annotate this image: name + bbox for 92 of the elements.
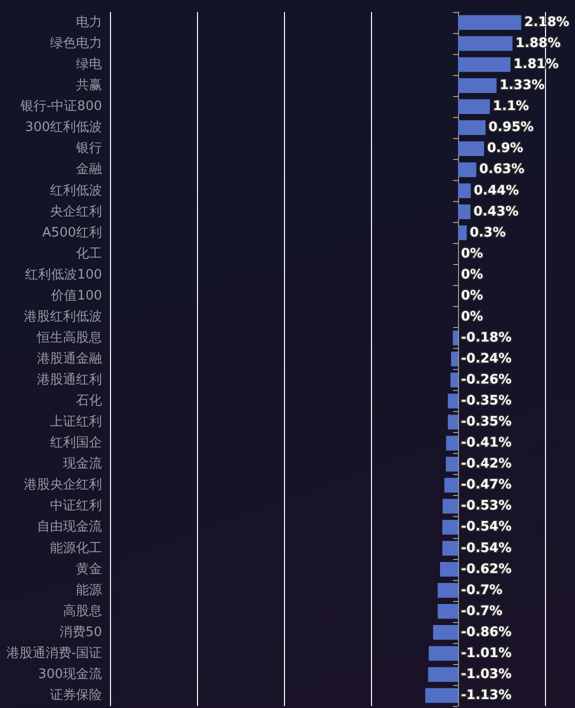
y-tick-label: 红利低波100 [25,267,102,282]
y-tick-label: 电力 [76,15,102,30]
bar [440,562,458,577]
data-label: -0.62% [461,562,512,577]
bar [446,456,458,472]
bar [458,36,513,51]
bar [433,625,458,640]
data-label: -0.7% [461,582,502,598]
y-tick-label: 300现金流 [38,666,102,682]
y-tick-label: 化工 [76,246,102,262]
bar [442,540,458,556]
bar [458,225,467,240]
y-tick-label: A500红利 [42,225,102,240]
bar [458,120,486,136]
y-tick-label: 港股红利低波 [24,309,102,324]
data-label: -0.86% [461,624,512,640]
y-tick-label: 央企红利 [50,204,102,220]
y-tick-label: 港股通消费-国证 [6,646,102,661]
bar [458,99,490,114]
data-label: -0.42% [461,456,512,472]
y-tick-label: 价值100 [50,288,102,304]
data-label: -0.54% [461,540,512,556]
y-tick-label: 高股息 [63,602,102,619]
bar [448,414,458,430]
data-label: -1.01% [461,646,512,661]
y-tick-label: 港股通金融 [37,352,102,366]
bar [428,667,458,682]
bar [438,604,458,619]
y-tick-label: 红利国企 [50,436,102,451]
data-label: -0.26% [461,372,512,388]
data-label: -0.53% [461,498,512,514]
bar [452,330,458,346]
data-label: -0.35% [461,394,512,409]
data-label: 0% [461,267,484,282]
data-label: -1.13% [461,688,512,703]
bar [458,204,470,220]
y-tick-label: 石化 [76,394,102,409]
data-label: -0.47% [461,478,512,493]
data-label: -0.7% [461,604,502,619]
y-tick-label: 港股央企红利 [24,478,102,493]
data-label: 1.33% [500,78,545,94]
data-label: 0% [461,246,484,262]
bar [458,57,510,72]
bar [425,688,458,703]
y-tick-label: 现金流 [63,456,102,472]
y-tick-label: 消费50 [59,624,102,640]
data-label: 1.1% [492,99,529,114]
bar [458,78,497,93]
y-tick-label: 金融 [76,162,102,178]
bar [450,372,458,388]
data-label: 0.63% [479,162,524,178]
data-label: -0.54% [461,520,512,535]
y-tick-label: 港股通红利 [37,372,102,388]
y-tick-label: 银行-中证800 [19,99,102,114]
data-label: -0.18% [461,330,512,346]
data-label: -0.24% [461,352,512,366]
y-tick-label: 红利低波 [50,183,102,198]
y-tick-label: 中证红利 [50,498,102,514]
y-tick-label: 上证红利 [50,414,102,430]
bar [451,352,458,366]
y-tick-label: 银行 [75,141,102,156]
data-label: 0% [461,288,484,304]
data-label: 0% [461,309,484,324]
bar [442,520,458,535]
y-tick-label: 黄金 [76,562,102,577]
data-label: 0.9% [487,141,524,156]
data-label: -0.35% [461,414,512,430]
y-tick-label: 共赢 [76,78,102,94]
bar [458,183,471,198]
data-label: 0.44% [474,183,519,198]
data-label: 0.95% [488,120,534,136]
data-label: 0.3% [470,225,506,240]
y-tick-label: 恒生高股息 [36,329,102,346]
bar [458,162,476,178]
y-tick-label: 300红利低波 [25,120,102,136]
data-label: 0.43% [473,204,519,220]
bar [444,478,458,493]
bar [448,394,458,408]
y-tick-label: 自由现金流 [37,518,102,535]
bar [458,141,484,156]
bar [446,436,458,450]
y-tick-label: 能源化工 [50,540,102,556]
bar [428,646,458,661]
y-tick-label: 绿色电力 [50,36,102,52]
y-tick-label: 能源 [76,582,102,598]
data-label: -1.03% [461,666,512,682]
y-tick-label: 绿电 [76,57,102,72]
bar [438,582,458,598]
data-label: -0.41% [461,436,512,451]
bar [458,15,522,30]
y-tick-label: 证券保险 [50,688,102,703]
bar [442,498,458,514]
